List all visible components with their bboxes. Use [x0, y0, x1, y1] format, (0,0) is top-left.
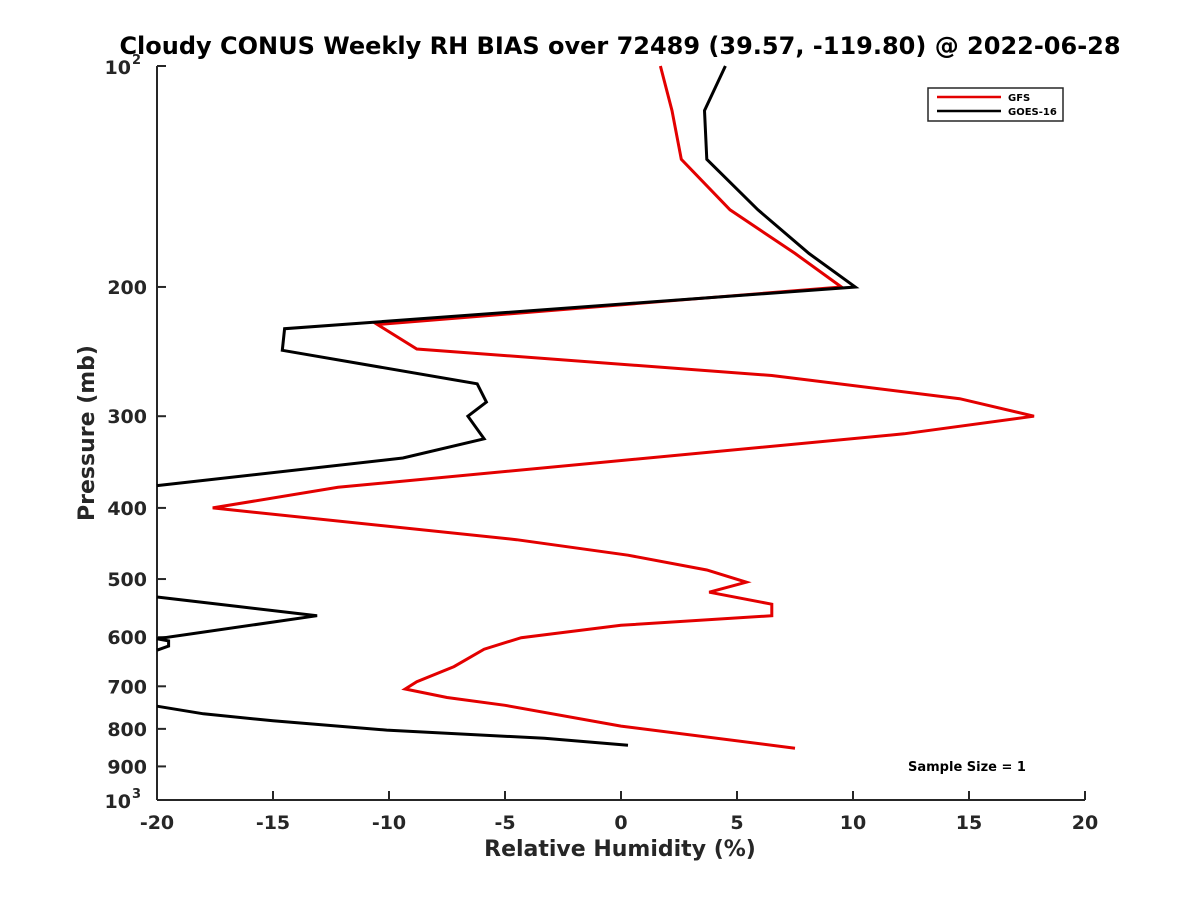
x-tick-label: -10 [372, 812, 406, 834]
y-tick-label: 300 [107, 406, 147, 428]
x-tick-label: 15 [956, 812, 982, 834]
y-tick-label: 10 [105, 57, 131, 79]
x-tick-label: 10 [840, 812, 866, 834]
y-tick-label: 700 [107, 676, 147, 698]
chart-title: Cloudy CONUS Weekly RH BIAS over 72489 (… [119, 32, 1120, 60]
legend-label: GOES-16 [1008, 107, 1057, 118]
sample-size-annotation: Sample Size = 1 [908, 760, 1026, 775]
series-line-goes-16 [156, 704, 629, 747]
y-tick-label: 900 [107, 756, 147, 778]
legend-box [927, 87, 1064, 122]
x-tick-label: 5 [730, 812, 743, 834]
legend-label: GFS [1008, 93, 1030, 104]
x-tick-label: -5 [494, 812, 515, 834]
y-tick-exponent: 2 [132, 53, 141, 68]
x-axis-label: Relative Humidity (%) [484, 837, 756, 862]
y-tick-label: 500 [107, 569, 147, 591]
series-line-goes-16 [156, 637, 171, 652]
y-axis-label: Pressure (mb) [75, 345, 100, 521]
y-tick-label: 800 [107, 719, 147, 741]
data-lines [156, 65, 1035, 750]
x-tick-label: -20 [140, 812, 174, 834]
x-tick-label: 0 [614, 812, 627, 834]
x-tick-label: 20 [1072, 812, 1098, 834]
x-tick-label: -15 [256, 812, 290, 834]
y-tick-exponent: 3 [132, 787, 141, 802]
y-tick-label: 10 [105, 791, 131, 813]
y-tick-label: 400 [107, 498, 147, 520]
series-line-goes-16 [156, 65, 860, 488]
y-tick-label: 600 [107, 627, 147, 649]
y-tick-label: 200 [107, 277, 147, 299]
legend: GFS GOES-16 [927, 87, 1064, 122]
series-line-goes-16 [156, 595, 318, 641]
